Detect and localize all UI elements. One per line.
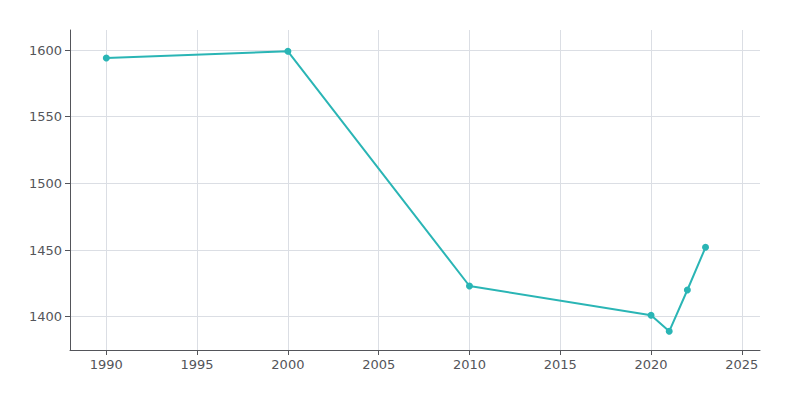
svg-text:2025: 2025 [725,357,758,372]
svg-text:1990: 1990 [90,357,123,372]
svg-text:1550: 1550 [29,109,62,124]
svg-text:2015: 2015 [544,357,577,372]
svg-text:1600: 1600 [29,43,62,58]
svg-text:2010: 2010 [453,357,486,372]
svg-text:1400: 1400 [29,309,62,324]
svg-text:1500: 1500 [29,176,62,191]
svg-text:2020: 2020 [635,357,668,372]
svg-text:1995: 1995 [181,357,214,372]
svg-text:1450: 1450 [29,243,62,258]
svg-text:2000: 2000 [271,357,304,372]
svg-text:2005: 2005 [362,357,395,372]
